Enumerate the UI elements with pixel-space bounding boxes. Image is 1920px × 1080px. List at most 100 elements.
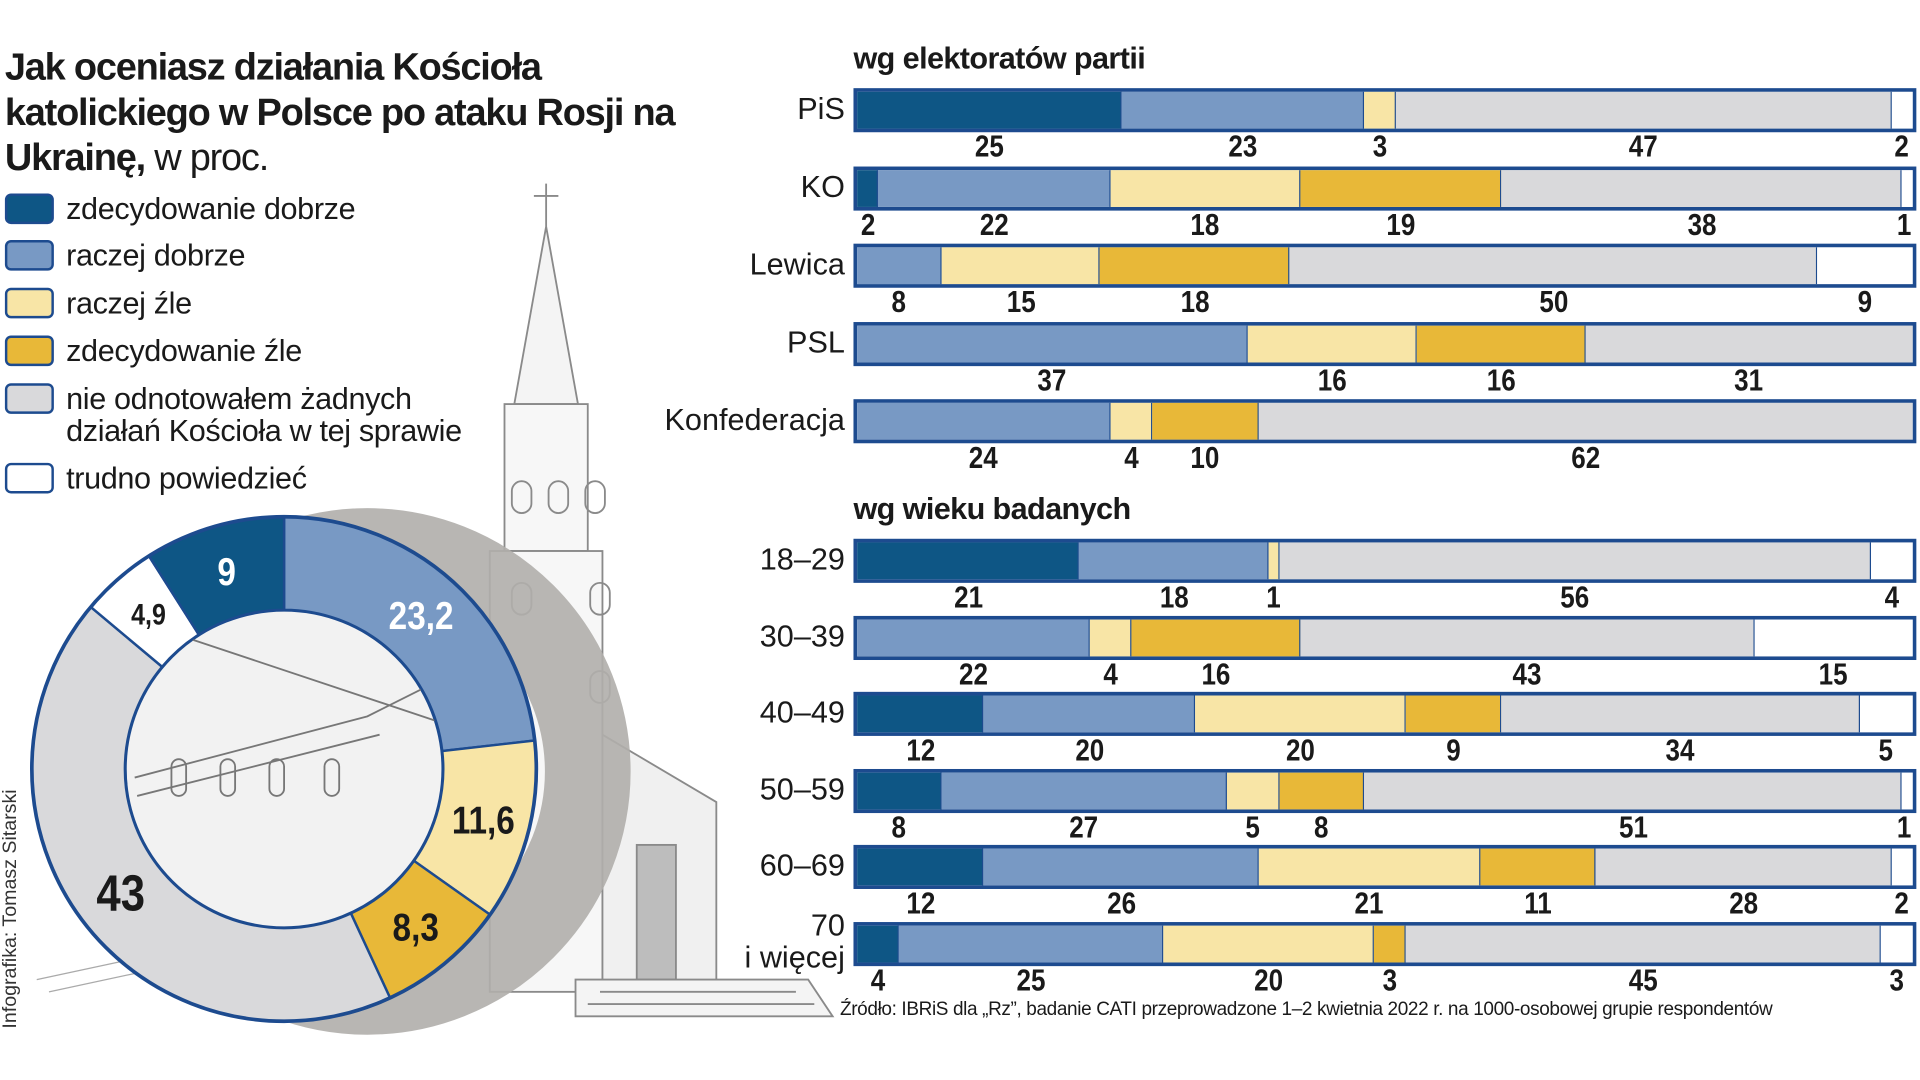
bar-segment-zdecydowanie-zle [1374, 925, 1406, 963]
bar-segment-raczej-zle [1089, 619, 1132, 656]
bar-segment-raczej-dobrze [983, 695, 1195, 733]
bar-value-label: 22 [979, 207, 1009, 242]
stacked-bar [853, 88, 1917, 133]
bar-segment-zdecydowanie-dobrze [857, 695, 984, 733]
bar-segment-zdecydowanie-dobrze [857, 772, 942, 810]
bar-value-label: 26 [1106, 887, 1136, 922]
donut-value-label: 43 [96, 865, 145, 922]
stacked-bar [853, 165, 1917, 211]
bar-segment-zdecydowanie-dobrze [857, 91, 1122, 129]
source-note: Źródło: IBRiS dla „Rz”, badanie CATI prz… [840, 999, 1773, 1021]
bar-value-label: 15 [1819, 657, 1848, 692]
bar-value-label: 34 [1665, 733, 1695, 768]
legend-label: nie odnotowałem żadnych działań Kościoła… [66, 382, 462, 449]
bar-value-label: 11 [1524, 887, 1552, 922]
bar-segment-zdecydowanie-zle [1416, 325, 1586, 362]
bar-segment-raczej-dobrze [899, 925, 1164, 963]
bar-value-label: 62 [1570, 440, 1600, 476]
bar-segment-raczej-dobrze [857, 619, 1090, 656]
bar-segment-zdecydowanie-dobrze [857, 849, 984, 886]
stacked-bar [853, 321, 1917, 366]
bar-value-label: 18 [1180, 285, 1210, 320]
bar-segment-raczej-dobrze [941, 772, 1227, 810]
bar-value-label: 18 [1159, 580, 1189, 615]
legend-label: zdecydowanie źle [66, 334, 302, 369]
bar-value-label: 23 [1227, 129, 1257, 165]
bar-segment-trudno-powiedziec [1902, 772, 1913, 810]
bar-segment-nie-odnotowalem [1395, 91, 1892, 129]
bar-value-label: 15 [1006, 285, 1036, 320]
category-label: 40–49 [759, 695, 845, 731]
donut-value-label: 11,6 [452, 798, 515, 842]
bar-value-label: 38 [1687, 207, 1717, 242]
bar-segment-nie-odnotowalem [1500, 169, 1903, 207]
bar-segment-nie-odnotowalem [1363, 772, 1903, 810]
bar-value-label: 12 [906, 887, 935, 922]
bar-segment-trudno-powiedziec [1754, 619, 1913, 656]
credit: Infografika: Tomasz Sitarski [0, 789, 21, 1029]
bar-value-label: 9 [1446, 733, 1461, 768]
bar-value-label: 10 [1190, 440, 1220, 476]
bar-segment-zdecydowanie-zle [1279, 772, 1364, 810]
legend-swatch [4, 383, 54, 414]
title-unit: w proc. [144, 135, 269, 179]
bar-segment-raczej-dobrze [983, 849, 1259, 886]
bar-value-label: 2 [1894, 887, 1910, 922]
legend-swatch [4, 287, 54, 319]
bar-segment-raczej-dobrze [857, 402, 1111, 440]
bar-segment-zdecydowanie-zle [1152, 402, 1259, 440]
bar-segment-raczej-zle [1163, 925, 1375, 963]
bar-segment-raczej-zle [1226, 772, 1280, 810]
donut-value-label: 4,9 [131, 598, 166, 631]
bar-value-label: 47 [1629, 129, 1658, 165]
bar-value-label: 20 [1074, 733, 1104, 768]
stacked-bar [853, 538, 1917, 583]
bar-value-label: 1 [1896, 207, 1912, 242]
bar-value-label: 27 [1069, 810, 1099, 845]
bar-value-label: 50 [1539, 285, 1569, 320]
bar-value-label: 22 [958, 657, 988, 692]
category-label: Konfederacja [664, 402, 845, 438]
bar-segment-trudno-powiedziec [1859, 695, 1913, 733]
stacked-bar [853, 692, 1917, 737]
bar-value-label: 8 [1314, 810, 1329, 845]
bar-segment-zdecydowanie-zle [1300, 169, 1501, 207]
bar-value-label: 8 [892, 285, 907, 320]
section-title-parties: wg elektoratów partii [853, 41, 1146, 76]
bar-segment-zdecydowanie-zle [1131, 619, 1301, 656]
legend-item: nie odnotowałem żadnych działań Kościoła… [4, 382, 462, 449]
bar-value-label: 4 [871, 963, 886, 998]
bar-value-label: 4 [1103, 657, 1118, 692]
legend-item: zdecydowanie dobrze [4, 192, 356, 227]
legend-item: zdecydowanie źle [4, 334, 302, 369]
bar-segment-raczej-zle [1110, 169, 1301, 207]
bar-value-label: 28 [1729, 887, 1759, 922]
bar-segment-trudno-powiedziec [1870, 542, 1913, 580]
bar-segment-trudno-powiedziec [1902, 169, 1913, 207]
bar-value-label: 16 [1317, 363, 1347, 398]
legend-item: raczej dobrze [4, 240, 245, 272]
bar-segment-trudno-powiedziec [1880, 925, 1913, 963]
bar-value-label: 3 [1889, 963, 1905, 998]
bar-value-label: 5 [1879, 733, 1894, 768]
stacked-bar [853, 243, 1917, 288]
bar-value-label: 43 [1512, 657, 1542, 692]
category-label: 50–59 [759, 772, 845, 807]
bar-segment-zdecydowanie-zle [1405, 695, 1501, 733]
bar-segment-raczej-zle [1258, 849, 1480, 886]
legend-label: zdecydowanie dobrze [66, 192, 356, 227]
legend-swatch [4, 462, 54, 494]
legend-swatch [4, 193, 54, 225]
bar-value-label: 2 [860, 207, 875, 242]
bar-segment-trudno-powiedziec [1891, 91, 1913, 129]
stacked-bar [853, 922, 1917, 967]
bar-value-label: 20 [1254, 963, 1284, 998]
bar-segment-trudno-powiedziec [1817, 247, 1913, 285]
stacked-bar [853, 399, 1917, 444]
legend-item: trudno powiedzieć [4, 462, 307, 495]
donut-value-label: 23,2 [389, 593, 454, 637]
bar-segment-nie-odnotowalem [1289, 247, 1818, 285]
bar-segment-raczej-zle [1194, 695, 1406, 733]
bar-value-label: 21 [1354, 887, 1384, 922]
